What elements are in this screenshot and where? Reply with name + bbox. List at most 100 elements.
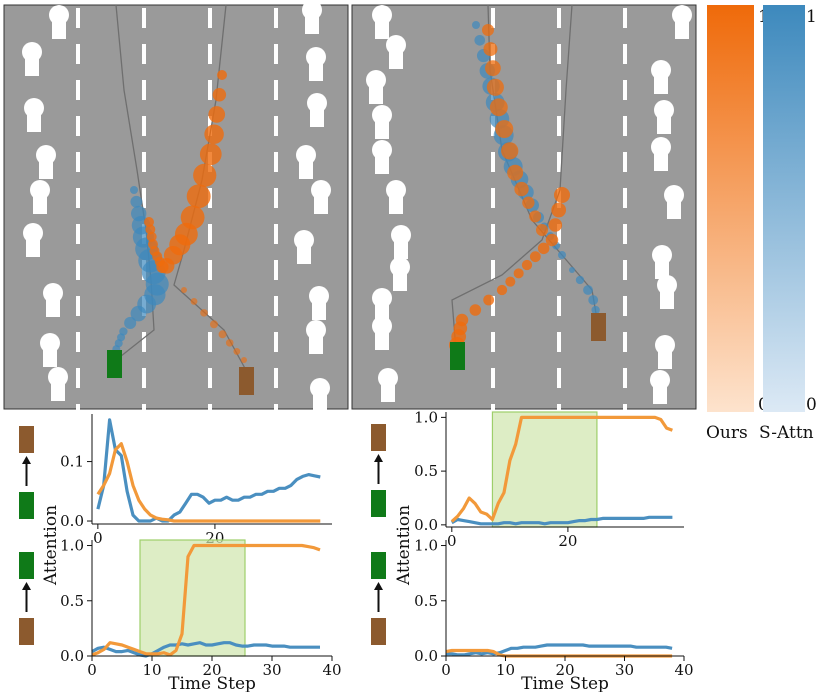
y-tick-label: 0.1 bbox=[60, 453, 84, 471]
ours-attention-dot bbox=[483, 294, 495, 306]
lane-dash bbox=[623, 80, 627, 100]
lane-dash bbox=[142, 368, 146, 388]
ours-attention-dot bbox=[210, 320, 218, 329]
lane-dash bbox=[491, 152, 495, 172]
lane-dash bbox=[274, 188, 278, 208]
lane-dash bbox=[623, 368, 627, 388]
ours-attention-dot bbox=[483, 42, 498, 57]
lane-dash bbox=[623, 260, 627, 280]
ours-attention-dot bbox=[482, 24, 494, 36]
agent-green-icon bbox=[19, 552, 34, 579]
scene-panel-left bbox=[3, 0, 349, 424]
ours-attention-dot bbox=[537, 242, 550, 255]
pedestrian-body bbox=[375, 119, 389, 139]
lane-dash bbox=[491, 260, 495, 280]
lane-dash bbox=[208, 224, 212, 244]
ours-attention-dot bbox=[147, 239, 158, 250]
lane-dash bbox=[208, 404, 212, 424]
pedestrian-body bbox=[394, 239, 408, 259]
lane-dash bbox=[557, 44, 561, 64]
ours-attention-dot bbox=[212, 88, 227, 102]
ours-attention-dot bbox=[145, 224, 156, 235]
x-tick-label: 40 bbox=[322, 661, 341, 679]
y-tick-label: 0.0 bbox=[60, 512, 84, 530]
colorbar-sattn-fill bbox=[763, 5, 805, 412]
lane-dash bbox=[623, 8, 627, 28]
lane-dash bbox=[76, 188, 80, 208]
agent-brown-icon bbox=[19, 426, 34, 453]
lane-dash bbox=[491, 296, 495, 316]
agent-green-icon bbox=[371, 552, 386, 579]
ours-attention-dot bbox=[507, 164, 524, 181]
sattn-attention-dot bbox=[558, 251, 566, 259]
pedestrian-body bbox=[369, 84, 383, 104]
attention-chart-bottom-right: 0.0 0.5 1.0 0 10 20 30 40 Time Step bbox=[371, 537, 694, 692]
ours-attention-dot bbox=[501, 142, 519, 160]
colorbar-sattn-min-label: 0 bbox=[806, 395, 817, 415]
x-tick-label: 0 bbox=[447, 532, 457, 550]
ours-attention-dot bbox=[233, 347, 241, 355]
sattn-attention-dot bbox=[569, 267, 575, 273]
x-axis-label: Time Step bbox=[168, 674, 256, 692]
pedestrian-body bbox=[52, 19, 66, 39]
colorbar-ours-fill bbox=[707, 5, 754, 412]
lane-dash bbox=[274, 296, 278, 316]
sattn-attention-dot bbox=[575, 275, 585, 285]
ours-attention-dot bbox=[225, 339, 234, 347]
lane-dash bbox=[557, 8, 561, 28]
agent-green-box bbox=[450, 342, 465, 370]
pedestrian-body bbox=[675, 19, 689, 39]
road-background bbox=[3, 4, 349, 410]
lane-dash bbox=[208, 44, 212, 64]
lane-dash bbox=[491, 368, 495, 388]
lane-dash bbox=[76, 80, 80, 100]
lane-dash bbox=[274, 8, 278, 28]
ours-attention-dot bbox=[144, 217, 154, 227]
pedestrian-body bbox=[660, 289, 674, 309]
lane-dash bbox=[557, 224, 561, 244]
pedestrian-body bbox=[33, 194, 47, 214]
sattn-series-line bbox=[91, 641, 320, 658]
ours-series-line bbox=[450, 415, 673, 523]
ours-attention-dot bbox=[505, 276, 516, 287]
lane-dash bbox=[76, 260, 80, 280]
pedestrian-body bbox=[299, 159, 313, 179]
lane-dash bbox=[142, 80, 146, 100]
ours-attention-dot bbox=[193, 163, 217, 187]
sattn-attention-dot bbox=[591, 305, 600, 315]
lane-dash bbox=[557, 152, 561, 172]
y-tick-label: 1.0 bbox=[414, 408, 438, 426]
pedestrian-body bbox=[309, 334, 323, 354]
x-tick-label: 20 bbox=[558, 532, 577, 550]
lane-dash bbox=[274, 116, 278, 136]
pedestrian-body bbox=[654, 151, 668, 171]
pedestrian-body bbox=[297, 244, 311, 264]
lane-dash bbox=[142, 152, 146, 172]
sattn-series-line bbox=[451, 515, 673, 526]
lane-dash bbox=[623, 152, 627, 172]
pedestrian-body bbox=[309, 61, 323, 81]
lane-dash bbox=[274, 404, 278, 424]
agent-green-box bbox=[107, 350, 122, 378]
lane-dash bbox=[274, 152, 278, 172]
sattn-attention-dot bbox=[583, 285, 593, 295]
x-tick-label: 0 bbox=[87, 661, 97, 679]
lane-dash bbox=[208, 80, 212, 100]
lane-dash bbox=[142, 404, 146, 424]
lane-dash bbox=[76, 368, 80, 388]
x-tick-label: 30 bbox=[262, 661, 281, 679]
agent-brown-icon bbox=[371, 618, 386, 645]
ours-attention-dot bbox=[218, 330, 227, 339]
pedestrian-body bbox=[26, 237, 40, 257]
y-tick-label: 1.0 bbox=[414, 537, 438, 555]
attention-chart-top-right: 0.0 0.5 1.0 0 20 bbox=[371, 408, 684, 550]
y-tick-label: 0.5 bbox=[60, 592, 84, 610]
agent-green-icon bbox=[371, 490, 386, 517]
ours-attention-dot bbox=[217, 70, 227, 80]
pedestrian-body bbox=[658, 349, 672, 369]
agent-brown-icon bbox=[371, 424, 386, 451]
lane-dash bbox=[76, 332, 80, 352]
ours-attention-dot bbox=[522, 196, 535, 209]
sattn-attention-dot bbox=[130, 305, 147, 322]
ours-attention-dot bbox=[529, 251, 541, 263]
